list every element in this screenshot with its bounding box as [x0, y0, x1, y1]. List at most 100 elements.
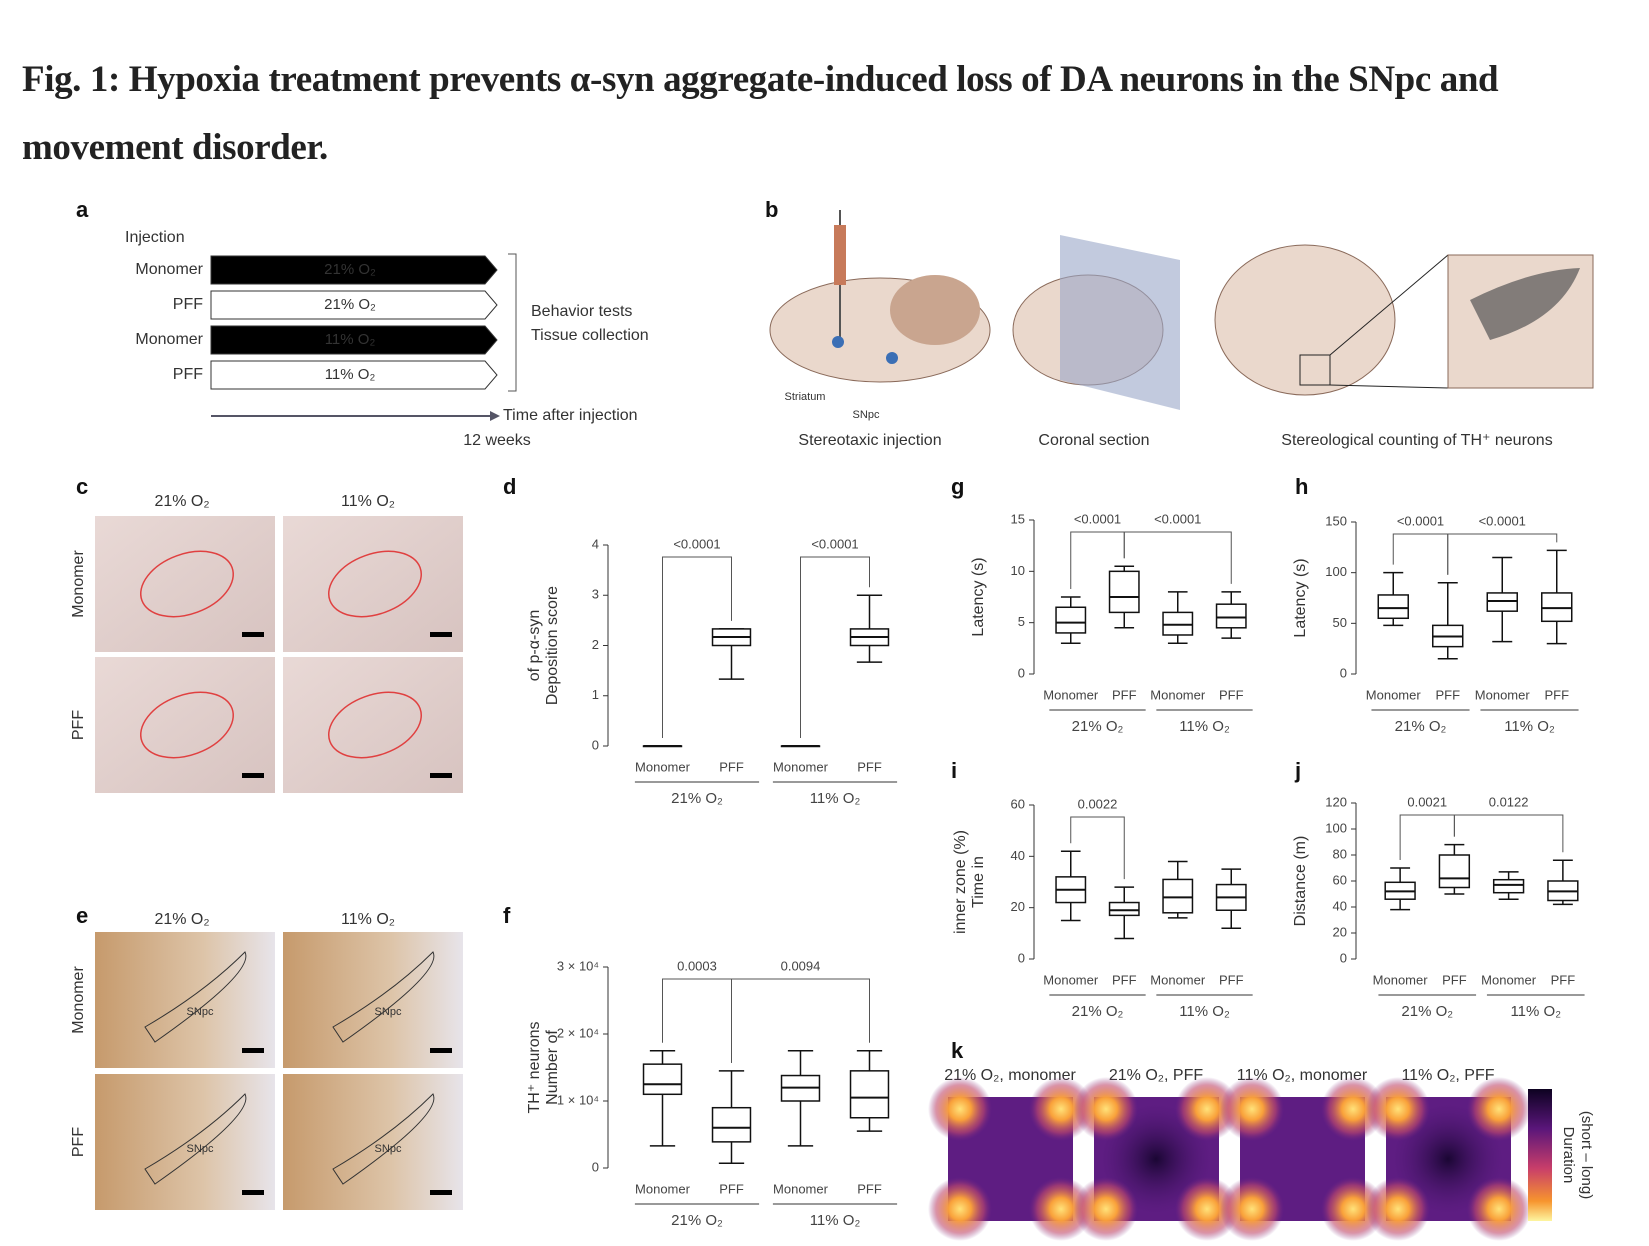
- scale-bar: [242, 1048, 264, 1053]
- colorbar: [1528, 1089, 1552, 1221]
- p-value: 0.0022: [1078, 796, 1118, 811]
- heatmap-hotspot: [1321, 1077, 1385, 1141]
- p-value: <0.0001: [1074, 511, 1121, 526]
- condition-label: 21% O₂: [324, 261, 376, 278]
- micrograph: [283, 932, 463, 1068]
- row-label: Monomer: [70, 966, 87, 1034]
- micrograph: [283, 1074, 463, 1210]
- panel-letter: k: [951, 1038, 964, 1063]
- y-axis-label: Latency (s): [1292, 558, 1309, 637]
- heatmap-label: 11% O₂, PFF: [1401, 1067, 1494, 1084]
- significance-bracket: [1392, 533, 1449, 575]
- group-label: 21% O₂: [1401, 1003, 1453, 1020]
- panel-letter: a: [76, 197, 89, 222]
- micrograph: [283, 657, 463, 793]
- group-label: 21% O₂: [1395, 718, 1447, 735]
- panel-letter: j: [1294, 758, 1301, 783]
- significance-bracket: [662, 556, 732, 738]
- x-tick-label: Monomer: [635, 759, 691, 774]
- region-outline: [332, 951, 435, 1043]
- scale-bar: [430, 773, 452, 778]
- treatment-arrow: [210, 255, 498, 285]
- panel-letter: f: [503, 903, 511, 928]
- x-tick-label: Monomer: [1150, 687, 1206, 702]
- x-tick-label: Monomer: [1475, 687, 1531, 702]
- outcome: Behavior tests: [531, 303, 632, 320]
- group-label: 11% O₂: [810, 1212, 861, 1229]
- box: [1377, 594, 1409, 620]
- arrowhead: [490, 411, 500, 421]
- x-tick-label: PFF: [1442, 972, 1467, 987]
- micrograph: [283, 516, 463, 652]
- y-tick-label: 5: [1018, 614, 1025, 629]
- p-value: <0.0001: [1397, 513, 1444, 528]
- y-tick-label: 2 × 10⁴: [557, 1025, 599, 1040]
- x-tick-label: PFF: [1544, 687, 1569, 702]
- x-tick-label: PFF: [1219, 687, 1244, 702]
- column-label: 21% O₂: [154, 911, 209, 928]
- panel-letter: d: [503, 474, 516, 499]
- y-tick-label: 0: [1340, 950, 1347, 965]
- box: [1486, 592, 1518, 612]
- x-tick-label: PFF: [1112, 972, 1137, 987]
- region-outline: [139, 691, 235, 759]
- group-label: 11% O₂: [1179, 718, 1230, 735]
- group-label: 11% O₂: [1179, 1003, 1230, 1020]
- y-tick-label: 0: [1340, 665, 1347, 680]
- heatmap-hotspot: [928, 1177, 992, 1241]
- bracket: [508, 253, 517, 392]
- y-tick-label: 60: [1333, 872, 1347, 887]
- heatmap-hotspot: [928, 1077, 992, 1141]
- x-tick-label: Monomer: [635, 1181, 691, 1196]
- x-tick-label: Monomer: [1373, 972, 1429, 987]
- y-tick-label: 2: [592, 637, 599, 652]
- region-label: SNpc: [375, 1006, 402, 1018]
- y-axis-label: TH⁺ neurons: [526, 1021, 543, 1113]
- group-label: 21% O₂: [671, 1212, 723, 1229]
- group-label: 21% O₂: [1072, 1003, 1124, 1020]
- group-label: 21% O₂: [1072, 718, 1124, 735]
- y-tick-label: 0: [592, 1159, 599, 1174]
- y-tick-label: 20: [1333, 924, 1347, 939]
- x-tick-label: PFF: [857, 1181, 882, 1196]
- condition-label: 11% O₂: [325, 366, 376, 383]
- step-label: Stereological counting of TH⁺ neurons: [1281, 432, 1552, 449]
- heatmap-label: 21% O₂, monomer: [944, 1067, 1076, 1084]
- heatmap-hotspot: [1366, 1177, 1430, 1241]
- box: [1108, 570, 1140, 614]
- box: [1215, 603, 1247, 629]
- colorbar-label: (short – long): [1578, 1111, 1595, 1199]
- y-tick-label: 1 × 10⁴: [557, 1092, 599, 1107]
- y-tick-label: 120: [1325, 794, 1347, 809]
- row-label: Monomer: [135, 261, 203, 278]
- treatment-arrow: [210, 325, 498, 355]
- row-label: Monomer: [135, 331, 203, 348]
- condition-label: 21% O₂: [324, 296, 376, 313]
- y-tick-label: 50: [1333, 615, 1347, 630]
- y-tick-label: 1: [592, 687, 599, 702]
- column-label: 11% O₂: [341, 493, 395, 510]
- micrograph: [95, 657, 275, 793]
- box: [1492, 878, 1525, 894]
- region-outline: [139, 550, 235, 618]
- x-tick-label: Monomer: [1481, 972, 1537, 987]
- x-tick-label: Monomer: [1366, 687, 1422, 702]
- y-tick-label: 100: [1325, 564, 1347, 579]
- region-label: SNpc: [853, 409, 880, 421]
- significance-bracket: [1453, 814, 1564, 853]
- y-axis-label: Distance (m): [1292, 836, 1309, 927]
- p-value: 0.0003: [677, 958, 717, 973]
- heatmap-hotspot: [1366, 1077, 1430, 1141]
- significance-bracket: [1070, 816, 1125, 880]
- panel-letter: c: [76, 474, 88, 499]
- significance-bracket: [1447, 533, 1558, 575]
- y-axis-label: Time in: [970, 856, 987, 908]
- panel-letter: e: [76, 903, 88, 928]
- region-label: Striatum: [785, 391, 826, 403]
- heatmap-label: 21% O₂, PFF: [1109, 1067, 1203, 1084]
- scale-bar: [242, 773, 264, 778]
- outcome: Tissue collection: [531, 327, 649, 344]
- significance-bracket: [731, 978, 870, 1063]
